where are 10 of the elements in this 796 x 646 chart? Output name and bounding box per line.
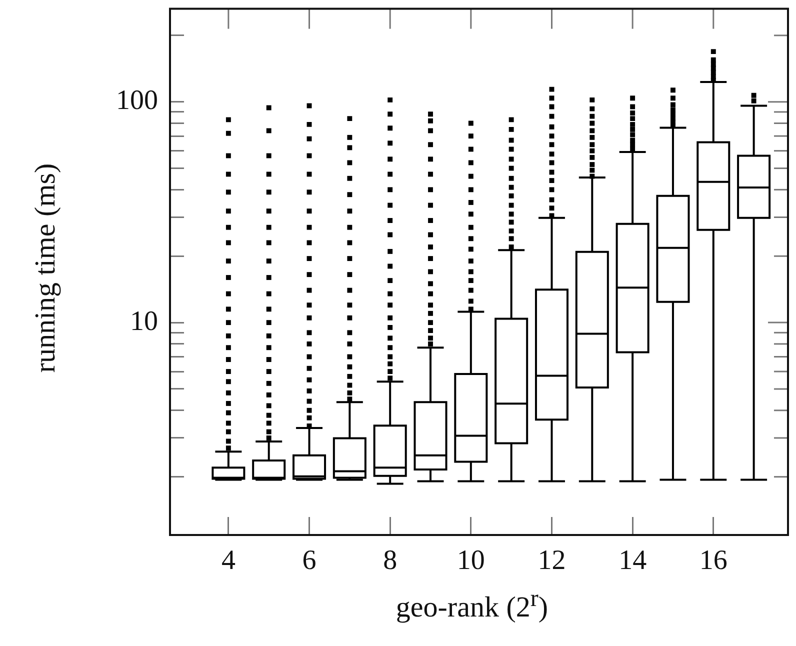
x-tick-label: 12	[538, 545, 566, 576]
y-axis-title: running time (ms)	[30, 163, 62, 373]
x-tick-label: 6	[302, 545, 316, 576]
y-tick-label: 100	[116, 85, 158, 116]
x-tick-label: 14	[618, 545, 647, 576]
x-tick-label: 10	[456, 545, 485, 576]
x-axis-title: geo-rank (2$^{r}$)	[394, 585, 550, 625]
x-tick-label: 4	[221, 545, 236, 576]
x-tick-label: 8	[383, 545, 398, 576]
x-tick-label: 16	[699, 545, 728, 576]
